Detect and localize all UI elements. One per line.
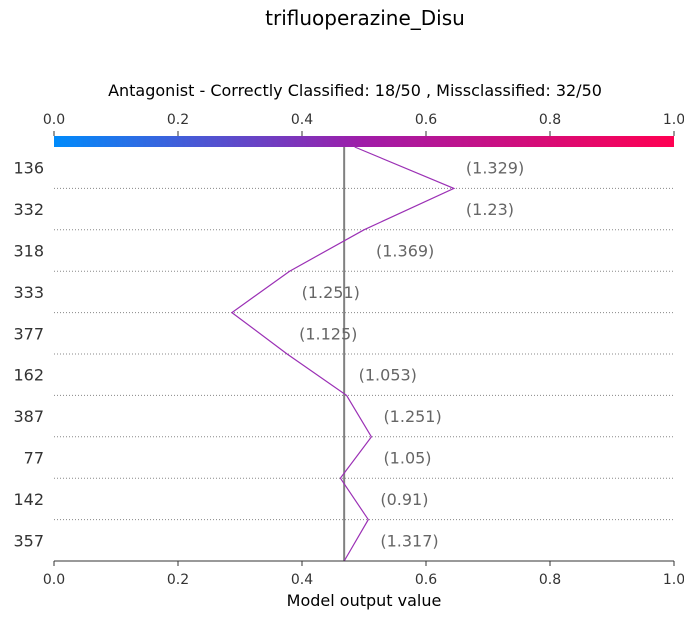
feature-value-label: (1.23) xyxy=(466,200,514,219)
colorbar-tick-label: 0.0 xyxy=(43,112,65,128)
x-tick-label: 0.6 xyxy=(415,572,437,588)
x-tick-label: 0.4 xyxy=(291,572,313,588)
x-axis-ticks: 0.0 0.2 0.4 0.6 0.8 1.0 xyxy=(43,561,684,588)
feature-value-label: (1.251) xyxy=(302,283,360,302)
feature-label: 318 xyxy=(13,242,44,261)
decision-path xyxy=(230,146,456,562)
x-tick-label: 0.2 xyxy=(167,572,189,588)
feature-value-labels: (1.329) (1.23) (1.369) (1.251) (1.125) (1.053… xyxy=(299,159,524,551)
feature-label: 377 xyxy=(13,324,44,343)
feature-value-label: (1.251) xyxy=(383,407,441,426)
colorbar-tick-label: 0.2 xyxy=(167,112,189,128)
feature-value-label: (1.317) xyxy=(380,531,438,550)
chart-title: trifluoperazine_Disu xyxy=(265,6,465,30)
colorbar-tick-label: 1.0 xyxy=(663,112,684,128)
feature-label: 142 xyxy=(13,490,44,509)
chart-subtitle: Antagonist - Correctly Classified: 18/50… xyxy=(108,81,602,100)
colorbar-tick-label: 0.8 xyxy=(539,112,561,128)
feature-label: 162 xyxy=(13,366,44,385)
feature-label: 136 xyxy=(13,159,44,178)
x-tick-label: 0.0 xyxy=(43,572,65,588)
x-tick-label: 1.0 xyxy=(663,572,684,588)
colorbar xyxy=(54,136,674,147)
colorbar-ticks: 0.0 0.2 0.4 0.6 0.8 1.0 xyxy=(43,112,684,136)
colorbar-tick-label: 0.6 xyxy=(415,112,437,128)
feature-value-label: (1.369) xyxy=(376,242,434,261)
feature-value-label: (1.053) xyxy=(359,366,417,385)
feature-label: 387 xyxy=(13,407,44,426)
feature-label: 332 xyxy=(13,200,44,219)
feature-value-label: (1.329) xyxy=(466,159,524,178)
x-axis-label: Model output value xyxy=(287,591,442,610)
feature-value-label: (0.91) xyxy=(380,490,428,509)
feature-labels: 136 332 318 333 377 162 387 77 142 357 xyxy=(13,159,44,551)
feature-value-label: (1.125) xyxy=(299,324,357,343)
colorbar-tick-label: 0.4 xyxy=(291,112,313,128)
feature-label: 357 xyxy=(13,531,44,550)
feature-label: 77 xyxy=(24,449,44,468)
feature-value-label: (1.05) xyxy=(383,449,431,468)
x-tick-label: 0.8 xyxy=(539,572,561,588)
gridlines xyxy=(54,187,674,521)
feature-label: 333 xyxy=(13,283,44,302)
